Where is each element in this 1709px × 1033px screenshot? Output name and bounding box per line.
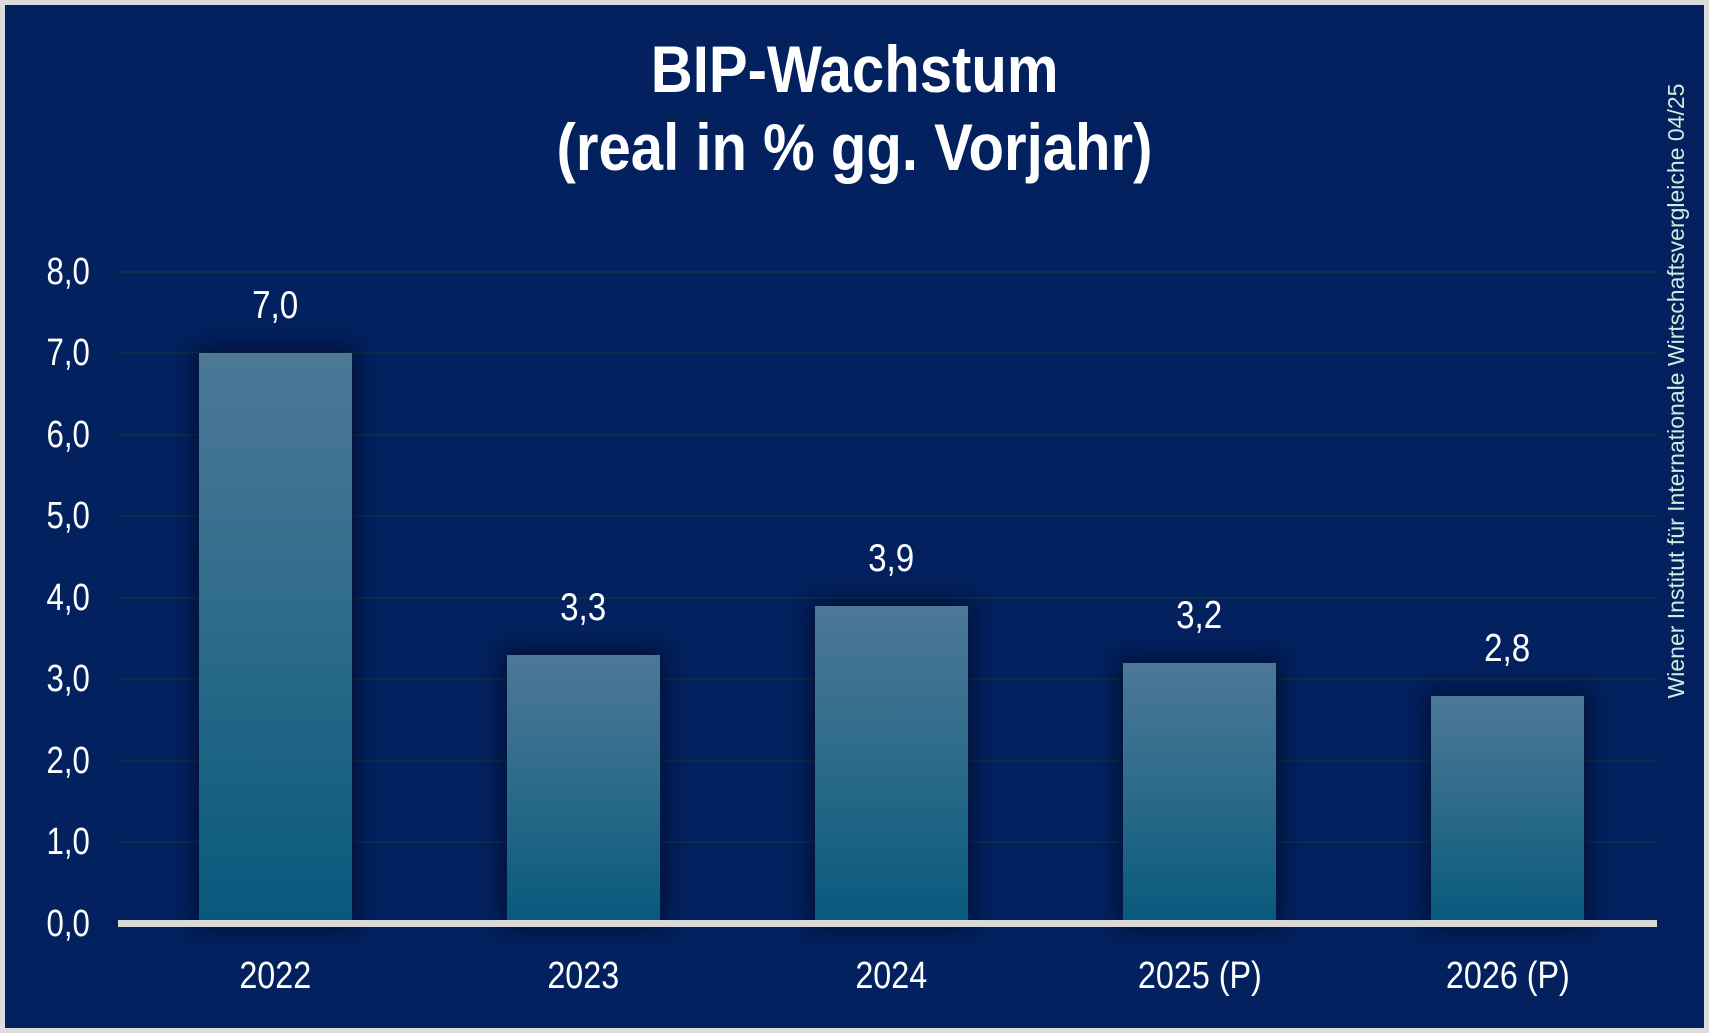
- y-tick-label: 6,0: [10, 411, 90, 459]
- x-axis-line: [118, 920, 1657, 927]
- y-tick-label: 2,0: [10, 737, 90, 785]
- x-tick-label: 2023: [434, 954, 734, 998]
- y-tick-text: 4,0: [46, 576, 90, 619]
- x-tick-label: 2025 (P): [1050, 954, 1350, 998]
- bar-value-label: 3,2: [1090, 595, 1310, 637]
- chart-title: BIP-Wachstum: [650, 32, 1059, 106]
- bar-value-label: 2,8: [1398, 626, 1618, 670]
- bar-value-label: 3,9: [782, 536, 1002, 580]
- gridline: [118, 270, 1657, 273]
- chart-title-block: BIP-Wachstum (real in % gg. Vorjahr): [0, 30, 1709, 186]
- chart-subtitle: (real in % gg. Vorjahr): [556, 110, 1153, 184]
- gridline: [118, 433, 1657, 436]
- x-tick-text: 2022: [239, 955, 312, 997]
- bar: [199, 353, 352, 924]
- y-tick-text: 2,0: [46, 739, 90, 782]
- bar-value-label: 3,3: [474, 585, 694, 629]
- y-tick-label: 5,0: [10, 492, 90, 540]
- x-tick-label: 2026 (P): [1358, 954, 1658, 998]
- y-tick-label: 3,0: [10, 655, 90, 703]
- y-tick-label: 1,0: [10, 818, 90, 866]
- bar-value-text: 7,0: [252, 284, 299, 328]
- source-attribution: Wiener Institut für Internationale Wirts…: [1663, 83, 1689, 699]
- x-tick-text: 2023: [547, 955, 620, 997]
- y-tick-text: 8,0: [46, 250, 90, 293]
- y-tick-text: 1,0: [46, 821, 90, 864]
- gridline: [118, 352, 1657, 355]
- y-tick-text: 7,0: [46, 332, 90, 375]
- bar-value-label: 7,0: [166, 285, 386, 327]
- bar-value-text: 2,8: [1484, 626, 1531, 670]
- x-tick-label: 2022: [126, 954, 426, 998]
- y-tick-text: 3,0: [46, 658, 90, 701]
- y-tick-text: 6,0: [46, 413, 90, 456]
- gridline: [118, 515, 1657, 518]
- y-tick-text: 5,0: [46, 495, 90, 538]
- y-tick-text: 0,0: [46, 903, 90, 945]
- bar-value-text: 3,2: [1176, 594, 1223, 638]
- y-tick-label: 4,0: [10, 574, 90, 622]
- y-tick-label: 8,0: [10, 248, 90, 296]
- bar: [1431, 695, 1584, 924]
- bar-value-text: 3,9: [868, 536, 915, 580]
- x-tick-text: 2024: [855, 955, 928, 997]
- x-tick-text: 2025 (P): [1137, 955, 1262, 997]
- bar: [507, 654, 660, 924]
- bar-value-text: 3,3: [560, 585, 607, 629]
- y-tick-label: 0,0: [10, 900, 90, 948]
- gridline: [118, 596, 1657, 599]
- bar: [815, 605, 968, 924]
- x-tick-text: 2026 (P): [1445, 955, 1570, 997]
- bar: [1123, 663, 1276, 924]
- y-tick-label: 7,0: [10, 329, 90, 377]
- x-tick-label: 2024: [742, 954, 1042, 998]
